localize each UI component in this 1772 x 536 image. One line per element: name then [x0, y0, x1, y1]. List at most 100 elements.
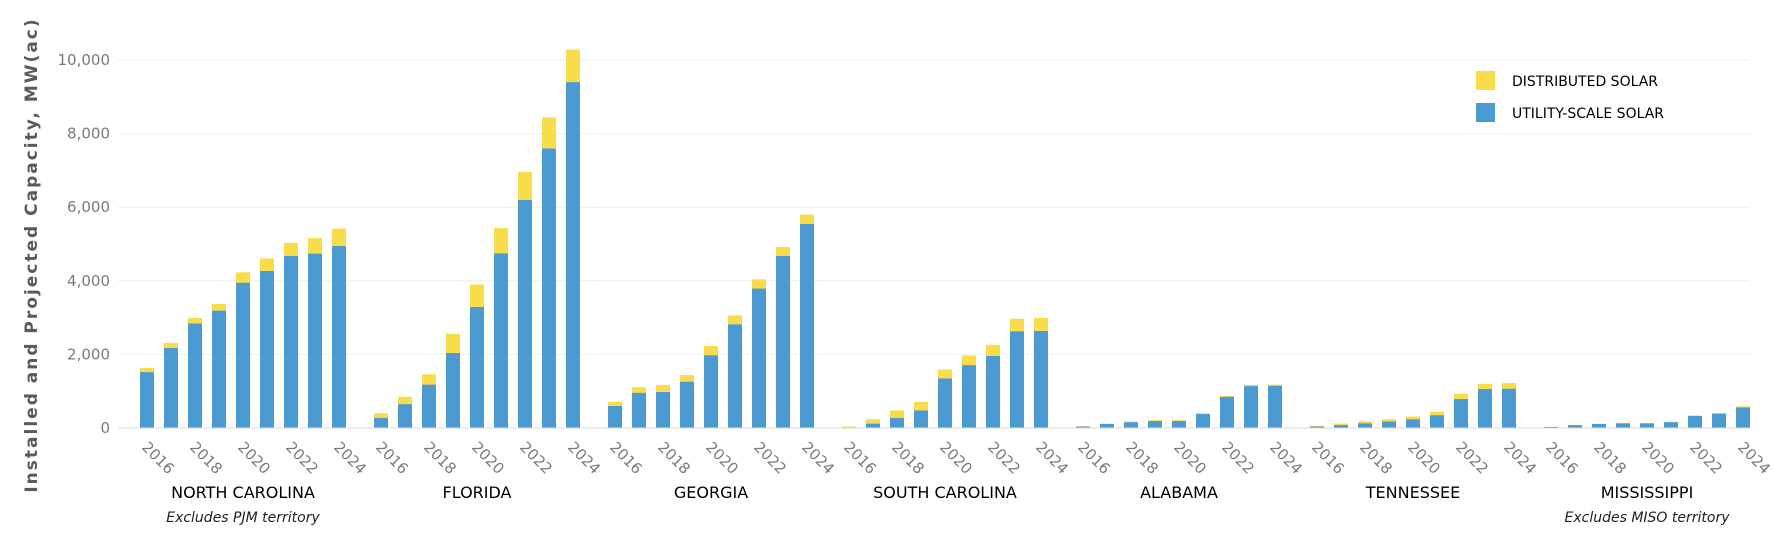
x-tick-label: 2018: [186, 438, 226, 478]
x-tick-label: 2018: [1590, 438, 1630, 478]
legend: DISTRIBUTED SOLAR UTILITY-SCALE SOLAR: [1476, 71, 1664, 122]
bar-distributed: [422, 374, 436, 385]
bar-utility: [140, 372, 154, 428]
x-tick-label: 2020: [936, 438, 976, 478]
bar-utility: [1310, 426, 1324, 428]
bar-utility: [914, 410, 928, 428]
x-tick-label: 2022: [1218, 438, 1258, 478]
bar-utility: [1076, 426, 1090, 428]
bar-distributed: [1406, 416, 1420, 420]
bar-utility: [1592, 423, 1606, 428]
x-tick-label: 2018: [420, 438, 460, 478]
bar-utility: [260, 270, 274, 428]
bar-utility: [1196, 414, 1210, 428]
legend-swatch-utility: [1476, 103, 1495, 122]
legend-label-utility: UTILITY-SCALE SOLAR: [1512, 106, 1664, 122]
x-tick-label: 2020: [702, 438, 742, 478]
bar-utility: [962, 365, 976, 428]
x-tick-label: 2024: [564, 438, 604, 478]
bar-distributed: [518, 171, 532, 200]
bar-distributed: [284, 242, 298, 256]
x-tick-label: 2016: [1308, 438, 1348, 478]
bar-distributed: [776, 246, 790, 256]
bar-distributed: [332, 228, 346, 246]
bar-utility: [542, 148, 556, 428]
bar-distributed: [470, 284, 484, 307]
bar-distributed: [890, 410, 904, 418]
bar-distributed: [236, 272, 250, 283]
state-label: GEORGIA: [674, 483, 748, 502]
bar-distributed: [1454, 393, 1468, 399]
bar-utility: [332, 245, 346, 428]
bar-utility: [1430, 415, 1444, 428]
bar-utility: [518, 199, 532, 428]
x-tick-label: 2020: [1170, 438, 1210, 478]
bar-utility: [1736, 407, 1750, 428]
x-tick-label: 2022: [984, 438, 1024, 478]
bar-distributed: [608, 401, 622, 406]
x-tick-label: 2022: [1686, 438, 1726, 478]
x-tick-label: 2016: [138, 438, 178, 478]
bar-distributed: [1334, 423, 1348, 426]
y-tick-label: 8,000: [67, 125, 110, 143]
bar-utility: [728, 324, 742, 428]
x-tick-label: 2022: [1452, 438, 1492, 478]
bar-distributed: [1712, 412, 1726, 414]
bar-utility: [1664, 422, 1678, 428]
bar-utility: [1220, 396, 1234, 428]
bar-utility: [308, 253, 322, 428]
bar-distributed: [1358, 421, 1372, 424]
bar-distributed: [1124, 421, 1138, 423]
y-tick-label: 4,000: [67, 272, 110, 290]
y-tick-label: 2,000: [67, 345, 110, 363]
bar-distributed: [1310, 425, 1324, 427]
legend-swatch-distributed: [1476, 71, 1495, 90]
x-tick-label: 2016: [1074, 438, 1114, 478]
bar-distributed: [962, 355, 976, 366]
x-tick-label: 2024: [1032, 438, 1072, 478]
bar-distributed: [656, 384, 670, 392]
state-note: Excludes PJM territory: [166, 510, 320, 526]
bar-utility: [890, 417, 904, 428]
bar-distributed: [164, 342, 178, 348]
bar-utility: [446, 352, 460, 428]
x-tick-label: 2016: [606, 438, 646, 478]
bar-utility: [236, 282, 250, 428]
bar-utility: [1688, 415, 1702, 428]
bar-distributed: [1244, 384, 1258, 387]
y-tick-label: 10,000: [58, 51, 111, 69]
bar-distributed: [1382, 419, 1396, 422]
bar-distributed: [632, 387, 646, 393]
x-tick-label: 2018: [888, 438, 928, 478]
y-tick-labels: 0 2,000 4,000 6,000 8,000 10,000: [58, 51, 111, 437]
bar-distributed: [1148, 420, 1162, 422]
bar-utility: [800, 223, 814, 428]
state-label: SOUTH CAROLINA: [873, 483, 1017, 502]
bar-utility: [680, 381, 694, 428]
bar-utility: [1148, 421, 1162, 428]
bar-distributed: [1502, 383, 1516, 389]
bar-utility: [1268, 385, 1282, 428]
bar-utility: [164, 347, 178, 428]
state-label: ALABAMA: [1140, 483, 1218, 502]
bar-distributed: [1172, 420, 1186, 422]
bar-utility: [1544, 426, 1558, 428]
x-tick-label: 2020: [1404, 438, 1444, 478]
bar-distributed: [1220, 395, 1234, 397]
bar-utility: [776, 255, 790, 428]
bar-distributed: [566, 49, 580, 83]
bar-distributed: [188, 317, 202, 324]
bar-distributed: [1196, 413, 1210, 415]
bar-distributed: [704, 345, 718, 356]
x-tick-labels: 2016 2018 2020 2022 2024 2016 2018 2020 2022 2024…: [138, 438, 1772, 478]
x-tick-label: 2024: [798, 438, 838, 478]
bar-utility: [1334, 425, 1348, 428]
bar-utility: [1010, 331, 1024, 428]
bar-utility: [704, 355, 718, 428]
bar-distributed: [938, 369, 952, 379]
bar-distributed: [728, 315, 742, 325]
bar-utility: [938, 378, 952, 428]
bar-distributed: [800, 214, 814, 224]
bar-distributed: [542, 117, 556, 149]
bar-distributed: [1034, 317, 1048, 331]
